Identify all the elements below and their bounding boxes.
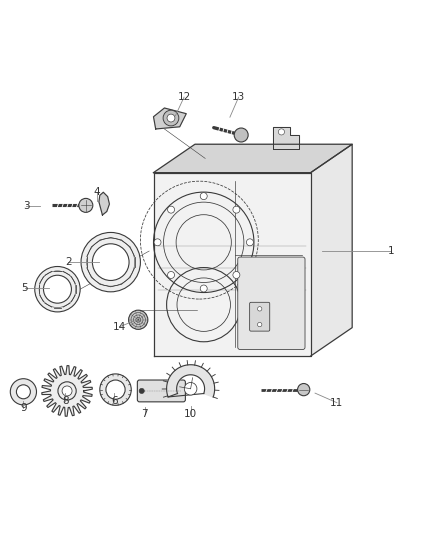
Circle shape	[258, 306, 262, 311]
Circle shape	[168, 271, 175, 278]
Text: 14: 14	[113, 322, 126, 332]
Circle shape	[167, 114, 175, 122]
Circle shape	[79, 198, 93, 212]
Text: 2: 2	[65, 257, 72, 267]
Circle shape	[234, 128, 248, 142]
Circle shape	[168, 206, 175, 213]
Circle shape	[58, 382, 76, 400]
Circle shape	[154, 239, 161, 246]
Circle shape	[233, 271, 240, 278]
Text: 6: 6	[111, 396, 117, 406]
Text: 1: 1	[388, 246, 395, 256]
Polygon shape	[311, 144, 352, 356]
Circle shape	[163, 110, 179, 126]
Circle shape	[62, 386, 72, 396]
Polygon shape	[153, 108, 186, 129]
Text: 4: 4	[93, 187, 100, 197]
Circle shape	[16, 385, 30, 399]
Text: 9: 9	[20, 403, 27, 414]
Circle shape	[247, 239, 254, 246]
Circle shape	[200, 285, 207, 292]
Circle shape	[43, 275, 71, 303]
Polygon shape	[99, 192, 110, 215]
Circle shape	[139, 389, 145, 393]
Text: 13: 13	[232, 92, 245, 102]
FancyBboxPatch shape	[138, 380, 185, 402]
Circle shape	[92, 244, 129, 280]
FancyBboxPatch shape	[250, 302, 270, 331]
Text: 5: 5	[21, 284, 28, 293]
Circle shape	[233, 206, 240, 213]
Circle shape	[279, 129, 285, 135]
Text: 7: 7	[141, 409, 148, 419]
Circle shape	[184, 383, 197, 395]
Circle shape	[106, 380, 125, 399]
Text: 11: 11	[330, 398, 343, 408]
Text: 12: 12	[177, 92, 191, 102]
Polygon shape	[42, 366, 92, 416]
Text: 8: 8	[62, 396, 69, 406]
Circle shape	[200, 192, 207, 200]
Circle shape	[81, 232, 141, 292]
Polygon shape	[153, 173, 311, 356]
Circle shape	[35, 266, 80, 312]
Circle shape	[100, 374, 131, 405]
Polygon shape	[273, 127, 299, 149]
Circle shape	[129, 310, 148, 329]
Text: 10: 10	[184, 409, 197, 419]
FancyBboxPatch shape	[238, 257, 305, 350]
Circle shape	[11, 379, 36, 405]
Polygon shape	[153, 144, 352, 173]
Polygon shape	[166, 365, 215, 397]
Text: 3: 3	[23, 201, 29, 211]
Circle shape	[297, 384, 310, 395]
Circle shape	[258, 322, 262, 327]
